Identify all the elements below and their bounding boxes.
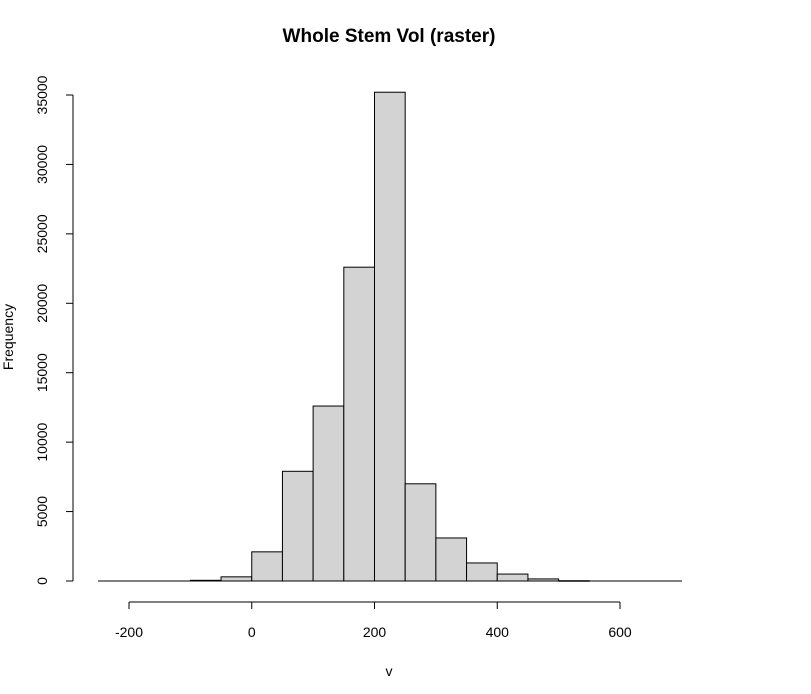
y-tick-label: 0 [34, 577, 50, 585]
histogram-bar [496, 573, 529, 582]
y-tick-label: 35000 [34, 75, 50, 114]
histogram-bars [98, 91, 682, 582]
y-axis-label: Frequency [0, 304, 16, 370]
x-tick-label: 0 [248, 624, 256, 640]
x-tick-label: 600 [608, 624, 632, 640]
histogram-bar [527, 578, 560, 582]
chart-title: Whole Stem Vol (raster) [283, 26, 496, 47]
histogram-bar [189, 579, 222, 582]
x-tick-label: 200 [363, 624, 387, 640]
y-tick-label: 10000 [34, 422, 50, 461]
histogram-bar [312, 405, 345, 582]
x-tick-label: -200 [115, 624, 143, 640]
histogram-bar [404, 483, 437, 582]
histogram-bar [281, 470, 314, 582]
y-tick-label: 15000 [34, 353, 50, 392]
histogram-bar [466, 562, 498, 582]
y-tick-label: 5000 [34, 496, 50, 527]
x-tick-label: 400 [486, 624, 510, 640]
y-tick-label: 25000 [34, 214, 50, 253]
histogram-bar [435, 537, 468, 582]
histogram-bar [220, 576, 253, 582]
histogram-bar [374, 91, 406, 582]
histogram-bar [558, 580, 590, 582]
y-tick-label: 30000 [34, 145, 50, 184]
histogram-bar [343, 266, 375, 582]
x-axis-label: v [386, 663, 393, 679]
y-axis: 0 5000 10000 15000 20000 25000 30000 35000 [34, 75, 74, 585]
y-tick-label: 20000 [34, 284, 50, 323]
x-axis: -200 0 200 400 600 [115, 601, 632, 640]
histogram-bar [251, 551, 283, 582]
